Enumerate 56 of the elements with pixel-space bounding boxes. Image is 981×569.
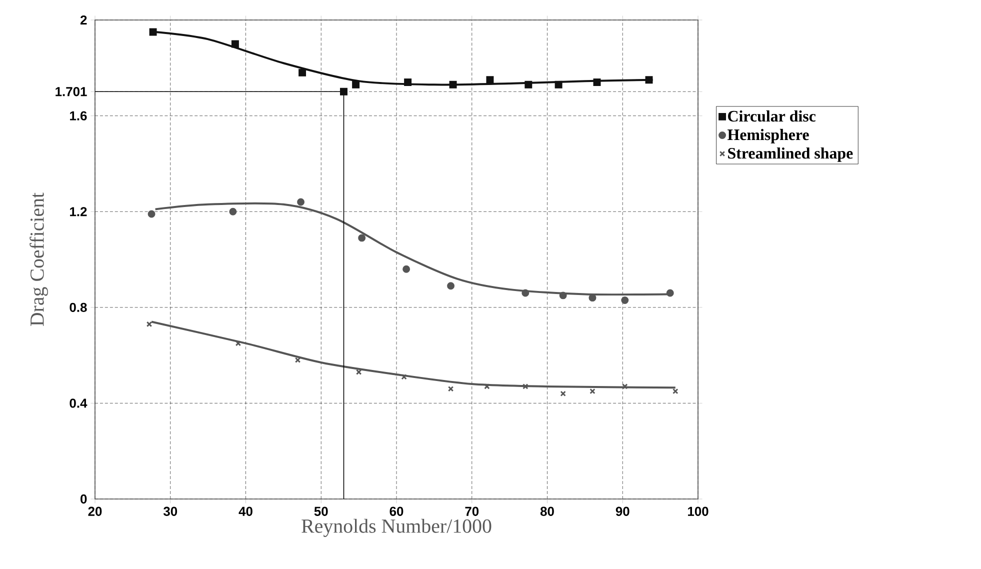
point (448, 386, 454, 392)
point (524, 80, 532, 88)
point (560, 390, 566, 396)
y-tick-label: 2 (80, 15, 87, 25)
point (621, 296, 629, 304)
point (404, 78, 412, 86)
point (297, 198, 305, 206)
point (593, 78, 601, 86)
point (672, 388, 678, 394)
point (486, 76, 494, 84)
point (590, 388, 596, 394)
point (148, 210, 156, 218)
point (588, 294, 596, 302)
x-tick-label: 50 (314, 506, 328, 516)
x-tick-label: 80 (540, 506, 554, 516)
x-tick-label: 70 (465, 506, 479, 516)
x-tick-label: 30 (163, 506, 178, 516)
point (522, 384, 528, 390)
point (231, 40, 239, 48)
y-tick-label: 0.4 (70, 398, 88, 408)
point (449, 80, 457, 88)
point (645, 76, 653, 84)
point (235, 340, 242, 346)
y-tick-label: 0 (80, 494, 87, 504)
point (352, 80, 360, 88)
x-axis-title: Reynolds Number/1000 (302, 518, 492, 537)
point (666, 289, 674, 297)
y-axis-title: Drag Coefficient (30, 192, 48, 326)
point (294, 357, 301, 363)
legend-label: Hemisphere (728, 128, 809, 144)
point (401, 374, 407, 380)
legend-label: Streamlined shape (728, 147, 853, 162)
point (622, 384, 628, 390)
y-tick-label: 0.8 (70, 302, 87, 312)
x-tick-label: 20 (88, 506, 102, 516)
point (229, 208, 237, 216)
point (146, 321, 152, 328)
point (356, 369, 362, 375)
point (559, 292, 567, 300)
x-tick-label: 90 (616, 506, 630, 516)
point (149, 28, 157, 36)
point (340, 88, 348, 96)
point (402, 265, 410, 273)
y-tick-label: 1.2 (70, 207, 87, 216)
point (522, 289, 530, 297)
y-tick-label: 1.6 (70, 111, 87, 120)
x-tick-label: 100 (688, 506, 708, 516)
x-tick-label: 40 (238, 506, 252, 516)
x-tick-label: 60 (390, 506, 404, 516)
point (358, 234, 366, 242)
legend-label: Circular disc (728, 110, 816, 122)
point (554, 80, 562, 88)
point (484, 384, 490, 390)
point (298, 68, 306, 76)
point (447, 282, 455, 290)
y-tick-label: 1.701 (56, 87, 87, 96)
